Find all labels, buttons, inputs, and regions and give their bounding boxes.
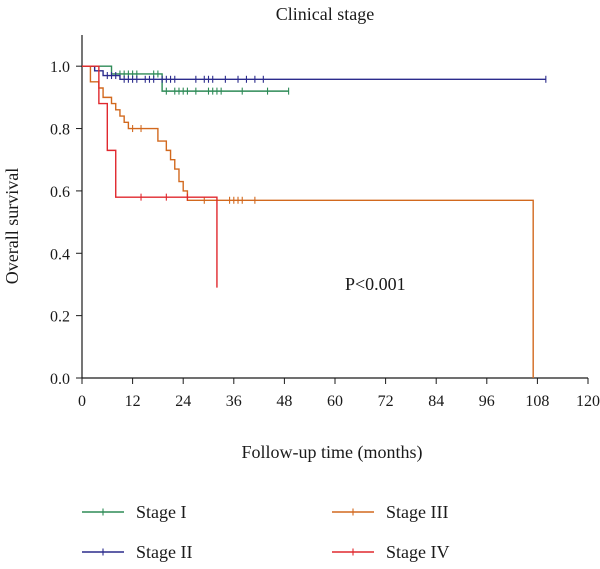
legend: Stage I Stage III Stage II Stage IV [82, 502, 449, 562]
x-tick-label: 96 [479, 393, 495, 410]
legend-item-stage-iii: Stage III [332, 502, 448, 522]
y-tick-label: 0.6 [50, 184, 70, 201]
y-tick-label: 0.2 [50, 309, 70, 326]
x-tick-label: 120 [576, 393, 600, 410]
legend-item-stage-i: Stage I [82, 502, 186, 522]
series-stage-i [82, 65, 290, 95]
x-axis-title: Follow-up time (months) [242, 442, 423, 463]
y-tick-label: 0.4 [50, 246, 70, 263]
survival-curve [82, 65, 218, 288]
x-tick-label: 108 [525, 393, 549, 410]
x-tick-label: 12 [125, 393, 141, 410]
legend-label: Stage II [136, 542, 192, 562]
y-axis-title: Overall survival [2, 168, 22, 284]
series-stage-iii [82, 65, 534, 378]
chart-title: Clinical stage [276, 4, 374, 24]
legend-label: Stage IV [386, 542, 449, 562]
axes [81, 35, 588, 379]
legend-label: Stage III [386, 502, 448, 522]
tick-group: 0 12 24 36 48 60 72 84 96 108 120 0.0 0.2 0.4 0.6 0.8 1.… [50, 59, 600, 410]
x-tick-label: 24 [175, 393, 191, 410]
series-stage-iv [82, 65, 218, 288]
legend-item-stage-iv: Stage IV [332, 542, 449, 562]
x-tick-label: 72 [378, 393, 394, 410]
x-tick-label: 48 [276, 393, 292, 410]
x-tick-label: 84 [428, 393, 444, 410]
y-tick-label: 0.0 [50, 371, 70, 388]
legend-item-stage-ii: Stage II [82, 542, 192, 562]
y-tick-label: 0.8 [50, 122, 70, 139]
p-value-annotation: P<0.001 [345, 274, 406, 294]
x-tick-label: 36 [226, 393, 242, 410]
series-group [82, 65, 547, 378]
x-tick-label: 0 [78, 393, 86, 410]
survival-curve [82, 65, 546, 80]
x-tick-label: 60 [327, 393, 343, 410]
legend-label: Stage I [136, 502, 186, 522]
survival-curve [82, 65, 534, 378]
series-stage-ii [82, 65, 547, 83]
y-tick-label: 1.0 [50, 59, 70, 76]
